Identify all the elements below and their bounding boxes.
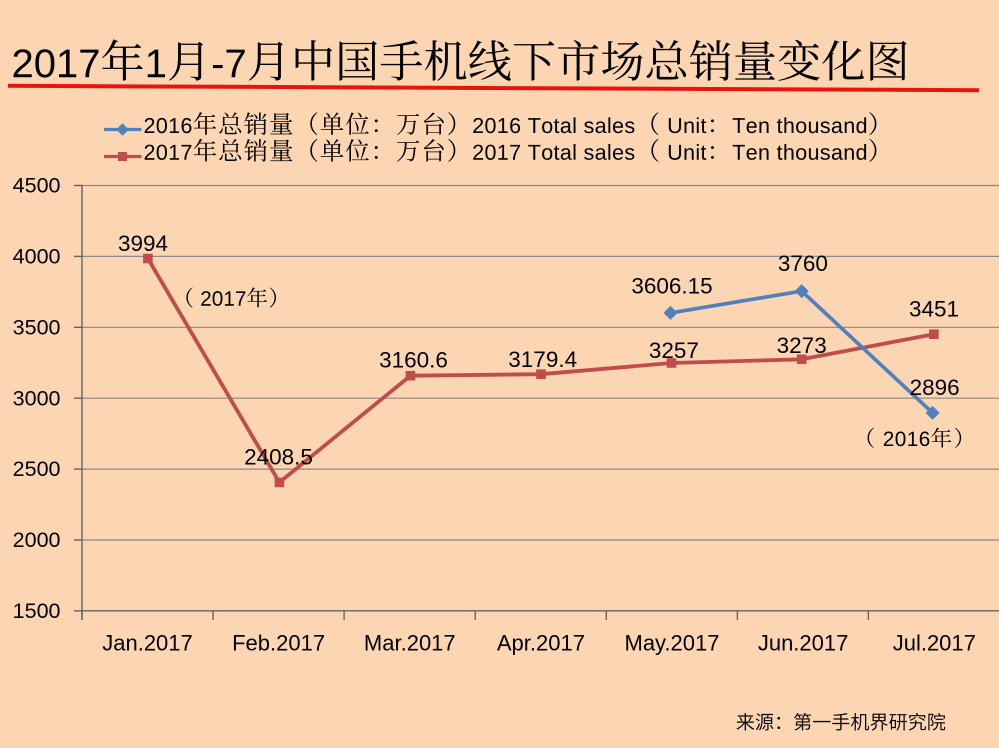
svg-text:2896: 2896 (910, 375, 960, 400)
svg-text:4500: 4500 (13, 174, 61, 198)
svg-text:3994: 3994 (118, 231, 168, 256)
svg-text:3160.6: 3160.6 (379, 348, 448, 373)
svg-text:3000: 3000 (13, 386, 61, 410)
svg-text:May.2017: May.2017 (625, 631, 720, 656)
svg-text:3606.15: 3606.15 (631, 274, 712, 299)
svg-text:2000: 2000 (13, 528, 61, 552)
svg-text:Feb.2017: Feb.2017 (232, 631, 325, 656)
svg-text:2500: 2500 (13, 457, 61, 481)
svg-text:Jul.2017: Jul.2017 (893, 631, 976, 656)
svg-text:3273: 3273 (777, 333, 827, 358)
svg-text:1500: 1500 (13, 599, 61, 623)
svg-text:3257: 3257 (649, 338, 699, 363)
svg-text:Mar.2017: Mar.2017 (364, 631, 456, 656)
svg-text:4000: 4000 (13, 245, 61, 269)
svg-text:Apr.2017: Apr.2017 (497, 631, 585, 656)
svg-text:2408.5: 2408.5 (244, 444, 313, 469)
svg-text:3179.4: 3179.4 (508, 347, 577, 372)
svg-text:Jan.2017: Jan.2017 (102, 631, 193, 656)
svg-text:Jun.2017: Jun.2017 (758, 631, 849, 656)
svg-text:3451: 3451 (909, 297, 959, 322)
svg-text:3500: 3500 (13, 315, 61, 339)
svg-text:3760: 3760 (778, 251, 828, 276)
